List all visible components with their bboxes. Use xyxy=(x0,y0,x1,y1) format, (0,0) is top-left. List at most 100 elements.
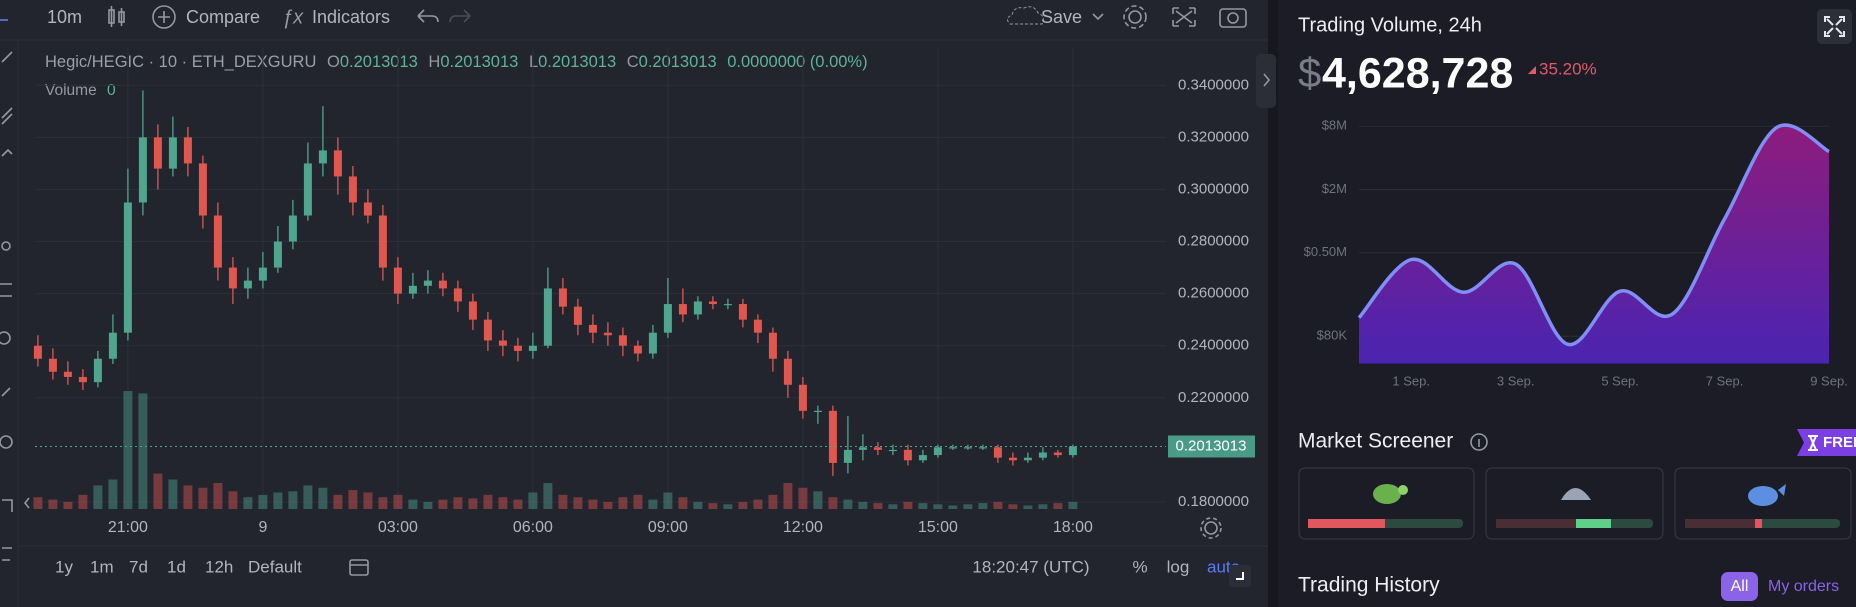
volume-bar xyxy=(903,501,913,509)
screener-cards[interactable] xyxy=(1298,467,1852,540)
volume-bar xyxy=(303,485,313,509)
info-icon[interactable] xyxy=(1470,433,1488,451)
candle-body xyxy=(693,301,702,315)
candle-body xyxy=(408,285,417,294)
volume-bar xyxy=(678,497,688,509)
volume-bar xyxy=(1053,503,1063,509)
x-tick-label: 21:00 xyxy=(108,519,148,536)
candle-body xyxy=(93,358,102,383)
volume-bar xyxy=(513,499,523,509)
save-icon[interactable] xyxy=(1006,6,1044,25)
card[interactable] xyxy=(1674,467,1852,540)
candle-body xyxy=(273,241,282,268)
tab-my-orders[interactable]: My orders xyxy=(1768,578,1839,595)
expand-button[interactable] xyxy=(1817,9,1852,44)
clock: 18:20:47 (UTC) xyxy=(972,557,1089,576)
interval[interactable]: 10m xyxy=(47,7,82,27)
volume-bar xyxy=(258,494,268,509)
volume-bar xyxy=(138,393,148,509)
y-tick-label: 0.2600000 xyxy=(1178,285,1249,302)
indicators-button[interactable]: Indicators xyxy=(312,7,390,27)
candle-body xyxy=(288,215,297,242)
range-button[interactable]: 1y xyxy=(55,557,73,576)
volume-change: 35.20% xyxy=(1539,59,1597,78)
candle-body xyxy=(243,280,252,289)
turtle-icon xyxy=(1373,484,1401,504)
candle-body xyxy=(933,447,942,456)
collapse-arrow[interactable] xyxy=(1263,73,1271,87)
candle-body xyxy=(663,304,672,333)
volume-bar xyxy=(108,479,118,509)
percent-toggle[interactable]: % xyxy=(1132,557,1147,576)
volume-bar xyxy=(813,491,823,509)
whale-icon xyxy=(1748,486,1778,506)
collapse-tab[interactable] xyxy=(1256,54,1276,108)
candle-body xyxy=(303,163,312,216)
x-tick-label: 03:00 xyxy=(378,519,418,536)
range-button[interactable]: 7d xyxy=(129,557,148,576)
candle-body xyxy=(978,447,987,449)
price-chart: 0.1800000 0.2200000 0.2400000 0.2600000 0.28… xyxy=(33,47,1255,536)
log-toggle[interactable]: log xyxy=(1167,557,1190,576)
volume-bar xyxy=(63,501,73,509)
candle-body xyxy=(78,376,87,383)
candle-body xyxy=(423,280,432,286)
volume-bar xyxy=(378,497,388,509)
volume-bar xyxy=(498,497,508,509)
tab-all[interactable] xyxy=(1721,572,1758,601)
volume-bar xyxy=(558,494,568,509)
volume-bar xyxy=(693,501,703,509)
range-button[interactable]: 1m xyxy=(90,557,114,576)
candle-body xyxy=(33,345,42,359)
screenshot-icon[interactable] xyxy=(1219,8,1247,28)
volume-label: Volume xyxy=(45,82,97,99)
volume-bar xyxy=(603,501,613,509)
last-price-box xyxy=(1168,435,1255,458)
candle-body xyxy=(48,358,57,372)
volume-bar xyxy=(828,497,838,509)
candle-body xyxy=(1023,457,1032,461)
compare-button[interactable]: Compare xyxy=(186,7,260,27)
range-button[interactable]: 12h xyxy=(205,557,233,576)
badge-icon xyxy=(1808,435,1818,451)
scroll-left[interactable] xyxy=(23,497,30,509)
redo[interactable] xyxy=(449,9,471,23)
card[interactable] xyxy=(1298,467,1475,540)
card[interactable] xyxy=(1485,467,1664,540)
undo[interactable] xyxy=(417,9,439,23)
default-range[interactable]: Default xyxy=(248,557,302,576)
resize-handle[interactable] xyxy=(1229,565,1251,587)
close-label: C xyxy=(627,53,639,71)
save-menu[interactable] xyxy=(1092,13,1104,21)
x-tick-label: 1 Sep. xyxy=(1392,373,1430,388)
date-range-icon[interactable] xyxy=(349,559,369,576)
volume-bar xyxy=(288,491,298,509)
volume-bar xyxy=(333,494,343,509)
axis-settings[interactable] xyxy=(1200,517,1222,539)
volume-bar xyxy=(438,499,448,509)
candle-body xyxy=(63,371,72,377)
candle-body xyxy=(888,449,897,452)
volume-bar xyxy=(93,485,103,509)
resize-icon xyxy=(1236,572,1244,580)
volume-bar xyxy=(468,498,478,509)
volume-bar xyxy=(153,473,163,509)
drawing-tools[interactable] xyxy=(0,19,13,561)
volume-bar xyxy=(948,505,958,509)
volume-bar xyxy=(423,501,433,509)
candle-body xyxy=(588,324,597,333)
compare-icon[interactable] xyxy=(152,5,176,29)
volume-bar xyxy=(783,483,793,509)
chart-type-icon[interactable] xyxy=(108,6,125,27)
save-button[interactable]: Save xyxy=(1041,7,1082,27)
change-arrow xyxy=(1528,66,1536,74)
fullscreen-icon[interactable] xyxy=(1172,7,1196,27)
volume-bar xyxy=(1068,501,1078,509)
range-button[interactable]: 1d xyxy=(167,557,186,576)
settings-icon[interactable] xyxy=(1123,5,1147,29)
indicators-icon[interactable]: ƒx xyxy=(282,6,304,28)
candle-body xyxy=(543,288,552,346)
tab-all-label[interactable]: All xyxy=(1731,578,1749,595)
